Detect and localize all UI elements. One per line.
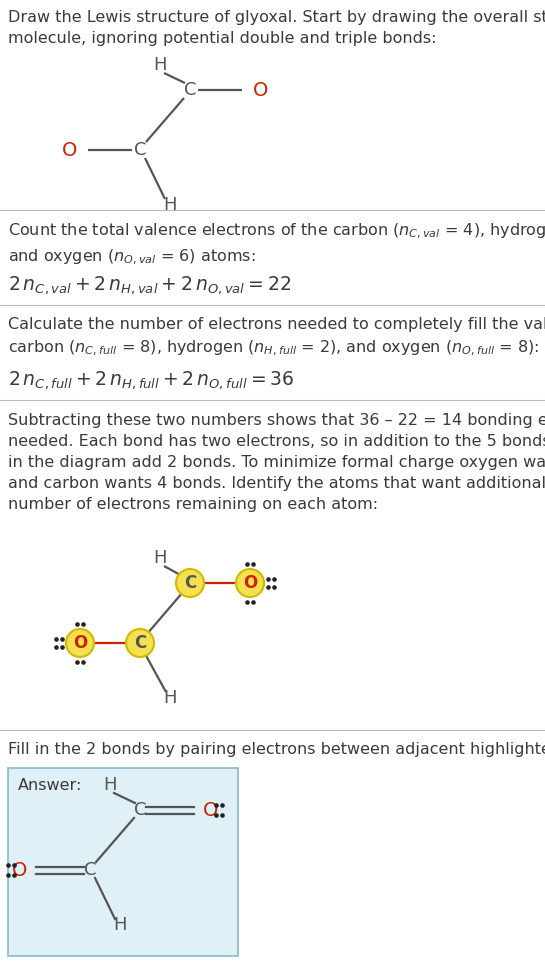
Text: H: H: [164, 196, 177, 214]
Text: O: O: [203, 800, 219, 819]
Text: C: C: [184, 81, 196, 99]
Text: O: O: [253, 81, 268, 99]
Text: Draw the Lewis structure of glyoxal. Start by drawing the overall structure of t: Draw the Lewis structure of glyoxal. Sta…: [8, 10, 545, 46]
FancyBboxPatch shape: [8, 768, 238, 956]
Text: Calculate the number of electrons needed to completely fill the valence shells f: Calculate the number of electrons needed…: [8, 317, 545, 358]
Text: O: O: [243, 574, 257, 592]
Circle shape: [176, 569, 204, 597]
Circle shape: [236, 569, 264, 597]
Text: C: C: [134, 141, 146, 159]
Text: O: O: [11, 861, 27, 879]
Text: H: H: [103, 776, 117, 794]
Text: H: H: [153, 56, 167, 74]
Text: Fill in the 2 bonds by pairing electrons between adjacent highlighted atoms:: Fill in the 2 bonds by pairing electrons…: [8, 742, 545, 757]
Text: C: C: [184, 574, 196, 592]
Text: Answer:: Answer:: [18, 778, 82, 793]
Circle shape: [66, 629, 94, 657]
Text: H: H: [164, 689, 177, 707]
Text: $2\,n_{C,full} + 2\,n_{H,full} + 2\,n_{O,full} = 36$: $2\,n_{C,full} + 2\,n_{H,full} + 2\,n_{O…: [8, 369, 294, 390]
Text: Subtracting these two numbers shows that 36 – 22 = 14 bonding electrons are
need: Subtracting these two numbers shows that…: [8, 413, 545, 512]
Text: H: H: [113, 916, 127, 934]
Text: C: C: [134, 634, 146, 652]
Text: O: O: [62, 141, 77, 159]
Text: C: C: [84, 861, 96, 879]
Text: Count the total valence electrons of the carbon ($n_{C,val}$ = 4), hydrogen ($n_: Count the total valence electrons of the…: [8, 222, 545, 267]
Text: O: O: [73, 634, 87, 652]
Text: $2\,n_{C,val} + 2\,n_{H,val} + 2\,n_{O,val} = 22$: $2\,n_{C,val} + 2\,n_{H,val} + 2\,n_{O,v…: [8, 274, 291, 296]
Circle shape: [126, 629, 154, 657]
Text: C: C: [134, 801, 146, 819]
Text: H: H: [153, 549, 167, 567]
